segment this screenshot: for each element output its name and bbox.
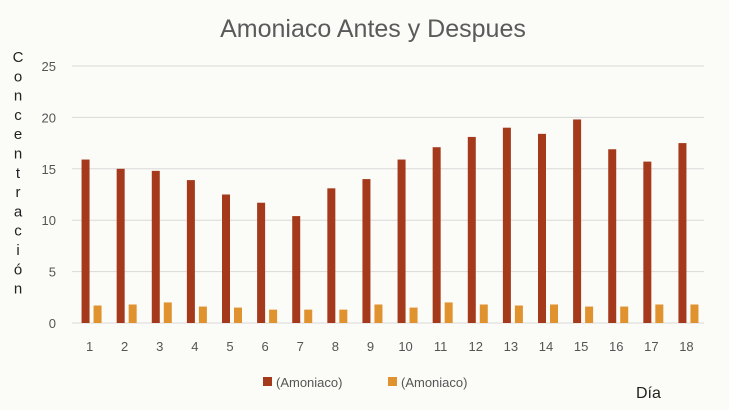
x-tick-label: 6 [261, 339, 268, 354]
x-tick-label: 3 [156, 339, 163, 354]
legend: (Amoniaco) (Amoniaco) [263, 375, 467, 390]
bar-series-2-day-14 [550, 304, 558, 323]
x-axis-label: Día [636, 385, 661, 402]
bar-series-2-day-16 [620, 306, 629, 323]
bar-series-2-day-4 [198, 306, 207, 323]
y-axis-label-letter: C [13, 49, 24, 66]
y-axis-label-letter: o [14, 68, 22, 85]
bar-series-2-day-11 [444, 302, 453, 323]
gridlines [72, 65, 704, 324]
x-tick-label: 13 [504, 339, 518, 354]
y-axis-label-letter: n [14, 281, 22, 298]
legend-swatch [263, 377, 272, 386]
bar-series-2-day-2 [128, 304, 137, 323]
bar-series-2-day-7 [304, 309, 313, 323]
bar-series-1-day-2 [116, 168, 125, 323]
y-axis-ticks: 0 5 10 15 20 25 [42, 59, 56, 331]
bar-series-2-day-17 [655, 304, 664, 323]
x-tick-label: 8 [332, 339, 339, 354]
y-axis-label-letter: c [14, 223, 22, 240]
bar-series-2-day-8 [339, 309, 348, 323]
bar-series-1-day-7 [292, 216, 301, 323]
x-axis-ticks: 1 2 3 4 5 6 7 8 9 10 11 12 13 14 15 16 17 18 [86, 339, 694, 354]
bar-series-2-day-9 [374, 304, 383, 323]
bar-series-2-day-18 [690, 304, 699, 323]
y-tick-label: 10 [42, 213, 56, 228]
x-tick-label: 11 [434, 339, 448, 354]
legend-label: (Amoniaco) [276, 375, 342, 390]
y-axis-label-letter: c [14, 107, 22, 124]
x-tick-label: 4 [191, 339, 198, 354]
x-tick-label: 17 [644, 339, 658, 354]
bar-series-2-day-1 [93, 305, 102, 323]
bar-series-2-day-15 [585, 306, 594, 323]
y-tick-label: 25 [42, 59, 56, 74]
bar-series-1-day-14 [538, 133, 546, 323]
bar-series-1-day-10 [397, 159, 406, 323]
y-axis-label-letter: i [16, 242, 19, 259]
bar-series-1-day-9 [362, 179, 371, 323]
x-tick-label: 10 [398, 339, 412, 354]
y-axis-label-letter: a [14, 203, 23, 220]
y-axis-label-letter: n [14, 146, 22, 163]
bar-series-2-day-5 [234, 307, 242, 323]
bar-series-1-day-6 [257, 202, 266, 323]
bar-series-2-day-10 [409, 307, 418, 323]
x-tick-label: 15 [574, 339, 588, 354]
x-tick-label: 18 [679, 339, 693, 354]
y-tick-label: 5 [49, 265, 56, 280]
y-axis-label-letter: t [16, 165, 21, 182]
bar-series-1-day-16 [608, 149, 617, 323]
bar-series-1-day-13 [502, 127, 511, 324]
y-tick-label: 15 [42, 162, 56, 177]
y-tick-label: 0 [49, 316, 56, 331]
bar-series-1-day-8 [327, 188, 336, 323]
x-tick-label: 5 [226, 339, 233, 354]
bar-series-1-day-15 [573, 119, 582, 324]
x-tick-label: 12 [469, 339, 483, 354]
x-tick-label: 16 [609, 339, 623, 354]
y-axis-label-letter: ó [14, 261, 22, 278]
y-axis-label-letter: r [16, 184, 21, 201]
legend-swatch [388, 377, 397, 386]
y-tick-label: 20 [42, 110, 56, 125]
bar-series-1-day-3 [151, 170, 160, 323]
bar-series-2-day-13 [514, 305, 523, 323]
x-tick-label: 14 [539, 339, 553, 354]
bar-series-1-day-12 [467, 136, 476, 323]
bar-series-1-day-17 [643, 161, 652, 323]
x-tick-label: 9 [367, 339, 374, 354]
bar-series-2-day-12 [479, 304, 488, 323]
x-tick-label: 7 [297, 339, 304, 354]
bar-series-1-day-1 [81, 159, 90, 323]
x-tick-label: 1 [86, 339, 93, 354]
y-axis-label-letter: n [14, 88, 22, 105]
bar-series-1-day-4 [186, 180, 195, 323]
y-axis-label-letter: e [14, 126, 22, 143]
bar-series-1-day-11 [432, 147, 441, 323]
bar-series-1-day-5 [222, 194, 230, 323]
bar-series-2-day-3 [163, 302, 172, 323]
bar-series-1-day-18 [678, 143, 687, 323]
chart-title: Amoniaco Antes y Despues [220, 15, 526, 43]
x-tick-label: 2 [121, 339, 128, 354]
bar-series-2-day-6 [269, 309, 278, 323]
legend-label: (Amoniaco) [401, 375, 467, 390]
bars [81, 119, 699, 324]
